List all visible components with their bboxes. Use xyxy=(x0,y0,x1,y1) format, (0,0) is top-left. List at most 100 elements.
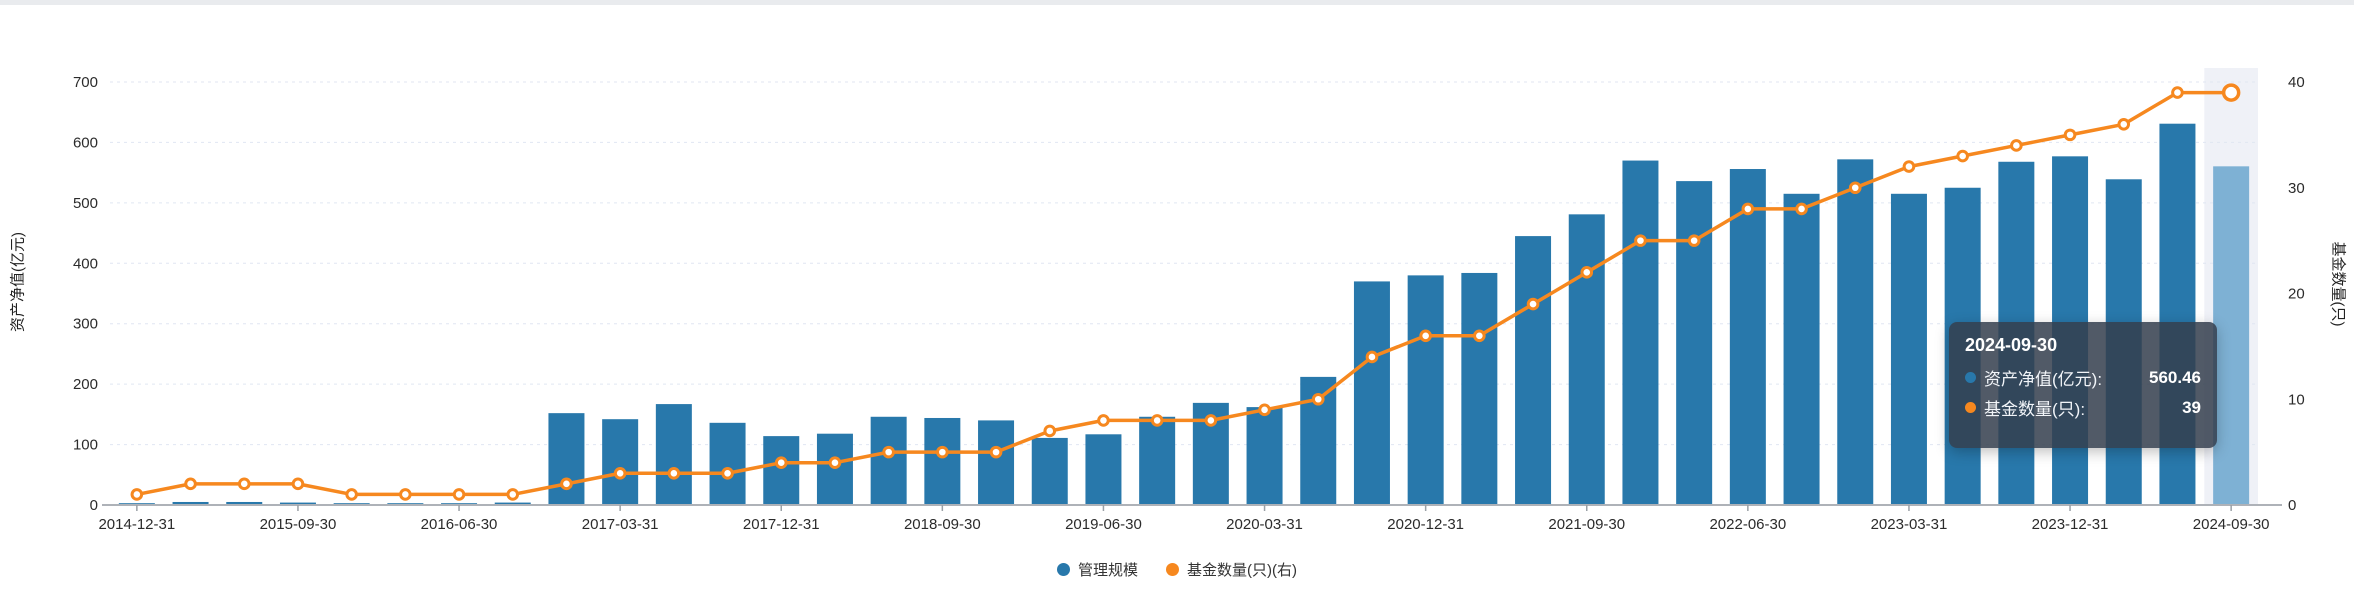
bar-2018-06-30[interactable] xyxy=(870,416,907,505)
line-point-2022-06-30[interactable] xyxy=(1741,202,1755,216)
line-point-2019-06-30[interactable] xyxy=(1097,414,1110,427)
legend-item-scale[interactable]: 管理规模 xyxy=(1057,559,1138,580)
right-axis-tick-label: 40 xyxy=(2288,74,2305,91)
bar-2019-06-30[interactable] xyxy=(1085,434,1122,505)
line-point-2022-03-31[interactable] xyxy=(1687,234,1701,247)
line-point-2019-09-30[interactable] xyxy=(1150,414,1164,427)
line-point-2019-12-31[interactable] xyxy=(1204,414,1218,427)
x-axis-label: 2020-12-31 xyxy=(1387,516,1464,533)
line-point-2016-03-31[interactable] xyxy=(399,488,412,501)
bar-2020-12-31[interactable] xyxy=(1407,275,1444,505)
right-axis-tick-label: 30 xyxy=(2288,180,2305,197)
bar-2022-12-31[interactable] xyxy=(1837,159,1874,505)
bar-2015-06-30[interactable] xyxy=(226,501,263,505)
line-point-2023-06-30[interactable] xyxy=(1956,149,1969,163)
x-axis-label: 2018-09-30 xyxy=(904,516,981,533)
line-point-2018-03-31[interactable] xyxy=(828,456,842,470)
bar-2018-03-31[interactable] xyxy=(816,433,853,505)
tooltip-date: 2024-09-30 xyxy=(1965,335,2058,355)
line-point-2023-03-31[interactable] xyxy=(1902,160,1916,173)
line-point-2024-06-30[interactable] xyxy=(2171,86,2184,99)
x-axis-label: 2015-09-30 xyxy=(260,516,337,533)
bar-2022-03-31[interactable] xyxy=(1676,181,1713,506)
blue-series-dot-icon xyxy=(1965,372,1976,383)
bar-2015-09-30[interactable] xyxy=(279,502,316,505)
line-point-2020-09-30[interactable] xyxy=(1365,350,1379,364)
bar-2022-06-30[interactable] xyxy=(1729,169,1766,505)
line-point-2018-09-30[interactable] xyxy=(936,445,949,459)
line-point-2020-03-31[interactable] xyxy=(1258,403,1271,417)
line-point-2014-12-31[interactable] xyxy=(130,488,144,501)
bar-2019-03-31[interactable] xyxy=(1031,437,1068,505)
line-point-2017-03-31[interactable] xyxy=(613,466,627,480)
left-axis-tick-label: 0 xyxy=(90,497,98,514)
line-point-2022-12-31[interactable] xyxy=(1848,181,1862,195)
line-point-2017-12-31[interactable] xyxy=(774,456,788,470)
line-point-2021-03-31[interactable] xyxy=(1473,329,1486,343)
left-axis-tick-label: 100 xyxy=(73,437,98,454)
x-axis-label: 2019-06-30 xyxy=(1065,516,1142,533)
line-point-2021-09-30[interactable] xyxy=(1580,266,1594,279)
line-point-2022-09-30[interactable] xyxy=(1795,202,1808,216)
bar-2024-09-30[interactable] xyxy=(2213,166,2250,505)
line-point-2017-06-30[interactable] xyxy=(667,466,681,480)
left-axis-tick-label: 600 xyxy=(73,134,98,151)
line-point-2016-12-31[interactable] xyxy=(560,477,573,491)
bar-2017-09-30[interactable] xyxy=(709,422,746,505)
line-point-2015-06-30[interactable] xyxy=(237,477,251,491)
right-axis-tick-label: 0 xyxy=(2288,497,2296,514)
bar-2015-03-31[interactable] xyxy=(172,501,209,505)
bar-2021-03-31[interactable] xyxy=(1461,272,1498,505)
bar-2017-12-31[interactable] xyxy=(763,436,800,505)
bar-2021-12-31[interactable] xyxy=(1622,160,1659,506)
x-axis-label: 2017-03-31 xyxy=(582,516,659,533)
line-point-2023-09-30[interactable] xyxy=(2010,139,2023,152)
line-point-2023-12-31[interactable] xyxy=(2063,128,2077,142)
bar-2017-03-31[interactable] xyxy=(602,419,639,505)
bar-2021-09-30[interactable] xyxy=(1568,214,1605,506)
line-point-2019-03-31[interactable] xyxy=(1043,424,1057,438)
bar-2016-12-31[interactable] xyxy=(548,413,585,505)
line-point-2018-12-31[interactable] xyxy=(989,445,1003,459)
line-point-2020-06-30[interactable] xyxy=(1311,392,1325,406)
hover-tooltip: 2024-09-30 资产净值(亿元): 560.46 基金数量(只): 39 xyxy=(1949,322,2217,448)
right-axis-tick-label: 20 xyxy=(2288,286,2305,303)
bar-2020-09-30[interactable] xyxy=(1353,281,1390,505)
bar-2021-06-30[interactable] xyxy=(1515,236,1552,506)
left-axis-tick-label: 700 xyxy=(73,74,98,91)
x-axis-label: 2016-06-30 xyxy=(421,516,498,533)
bar-2019-09-30[interactable] xyxy=(1139,416,1176,505)
line-point-2016-09-30[interactable] xyxy=(506,488,520,501)
x-axis-label: 2020-03-31 xyxy=(1226,516,1303,533)
line-point-2015-03-31[interactable] xyxy=(184,477,197,491)
line-point-2017-09-30[interactable] xyxy=(721,466,734,480)
bar-2023-03-31[interactable] xyxy=(1890,193,1927,506)
line-point-2018-06-30[interactable] xyxy=(882,445,895,459)
line-point-2015-12-31[interactable] xyxy=(345,488,358,501)
bar-2018-12-31[interactable] xyxy=(978,420,1015,505)
bar-2020-03-31[interactable] xyxy=(1246,407,1283,505)
line-point-2024-03-31[interactable] xyxy=(2117,118,2131,131)
right-axis-tick-label: 10 xyxy=(2288,391,2305,408)
right-axis-title: 基金数量(只) xyxy=(2329,241,2347,327)
legend-item-fund-count[interactable]: 基金数量(只)(右) xyxy=(1166,559,1297,580)
bar-2022-09-30[interactable] xyxy=(1783,193,1820,506)
line-point-2021-06-30[interactable] xyxy=(1526,297,1540,311)
fund-count-line xyxy=(135,90,2233,497)
line-point-2016-06-30[interactable] xyxy=(452,488,466,501)
x-axis-label: 2023-12-31 xyxy=(2032,516,2109,533)
x-axis-label: 2017-12-31 xyxy=(743,516,820,533)
line-point-2021-12-31[interactable] xyxy=(1634,234,1647,247)
tooltip-row-count: 基金数量(只): 39 xyxy=(1965,395,2201,420)
bar-2016-09-30[interactable] xyxy=(494,502,531,505)
left-axis-tick-label: 500 xyxy=(73,195,98,212)
tooltip-row-nav: 资产净值(亿元): 560.46 xyxy=(1965,365,2201,390)
x-axis-label: 2023-03-31 xyxy=(1871,516,1948,533)
line-point-2024-09-30[interactable] xyxy=(2221,83,2241,102)
bar-2018-09-30[interactable] xyxy=(924,417,961,505)
bar-2017-06-30[interactable] xyxy=(655,404,692,505)
line-point-2015-09-30[interactable] xyxy=(291,477,305,491)
line-point-2020-12-31[interactable] xyxy=(1419,329,1432,343)
legend-dot-icon xyxy=(1166,563,1180,576)
